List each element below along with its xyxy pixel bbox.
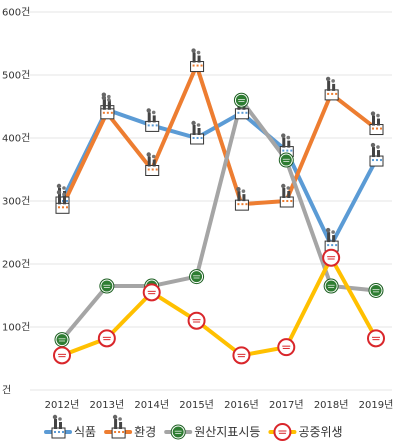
- factory-icon: [190, 120, 205, 145]
- x-tick-label: 2013년: [90, 399, 125, 411]
- series-markers: [53, 48, 385, 365]
- y-axis-ticks: 건 100건 200건 300건 400건 500건 600건: [2, 7, 30, 397]
- green-badge-icon: [233, 92, 249, 108]
- legend-label: 식품: [74, 425, 96, 439]
- legend-item: 공중위생: [268, 423, 343, 441]
- series-line-1: [60, 63, 378, 210]
- green-badge-icon: [170, 424, 186, 440]
- factory-icon: [55, 190, 70, 214]
- red-badge-icon: [232, 346, 251, 365]
- factory-icon: [279, 133, 294, 158]
- green-badge-icon: [368, 282, 384, 298]
- factory-icon: [111, 414, 126, 439]
- legend-label: 환경: [134, 425, 156, 439]
- x-tick-label: 2017년: [269, 399, 304, 411]
- red-badge-icon: [367, 329, 385, 348]
- x-tick-label: 2019년: [359, 399, 394, 411]
- x-tick-label: 2016년: [224, 399, 259, 411]
- red-badge-icon: [142, 283, 161, 302]
- y-tick-label: 건: [2, 385, 11, 397]
- y-tick-label: 600건: [2, 7, 30, 19]
- grid: [30, 11, 392, 391]
- red-badge-icon: [187, 311, 206, 330]
- red-badge-icon: [273, 423, 292, 441]
- green-badge-icon: [278, 152, 294, 168]
- green-badge-icon: [54, 332, 70, 348]
- factory-icon: [100, 95, 115, 120]
- legend-item: 원산지표시등: [164, 424, 260, 440]
- legend-label: 원산지표시등: [194, 425, 260, 439]
- red-badge-icon: [277, 338, 296, 357]
- factory-icon: [234, 186, 249, 211]
- x-axis-ticks: 2012년 2013년 2014년 2015년 2016년 2017년 2018년 2019년: [45, 399, 394, 411]
- x-tick-label: 2012년: [45, 399, 80, 411]
- green-badge-icon: [99, 278, 115, 294]
- green-badge-icon: [189, 269, 205, 285]
- red-badge-icon: [97, 329, 116, 348]
- x-tick-label: 2015년: [179, 399, 214, 411]
- y-tick-label: 400건: [2, 133, 30, 145]
- series-line-3: [60, 255, 378, 358]
- factory-icon: [369, 111, 384, 136]
- legend-label: 공중위생: [298, 425, 342, 439]
- legend-item: 환경: [104, 414, 156, 439]
- factory-icon: [324, 227, 339, 252]
- x-tick-label: 2018년: [314, 399, 349, 411]
- red-badge-icon: [53, 346, 71, 365]
- legend-item: 식품: [44, 414, 96, 439]
- x-tick-label: 2014년: [134, 399, 169, 411]
- factory-icon: [145, 108, 160, 132]
- factory-icon: [369, 142, 384, 167]
- factory-icon: [51, 414, 66, 439]
- y-tick-label: 100건: [2, 322, 30, 334]
- green-badge-icon: [323, 278, 339, 294]
- y-tick-label: 300건: [2, 196, 30, 208]
- legend: 식품 환경 원산지표시등 공중위생: [44, 414, 343, 441]
- factory-icon: [324, 76, 339, 101]
- y-tick-label: 200건: [2, 259, 30, 271]
- red-badge-icon: [322, 248, 341, 267]
- factory-icon: [145, 152, 160, 176]
- factory-icon: [190, 48, 205, 73]
- y-tick-label: 500건: [2, 70, 30, 82]
- factory-icon: [279, 183, 294, 208]
